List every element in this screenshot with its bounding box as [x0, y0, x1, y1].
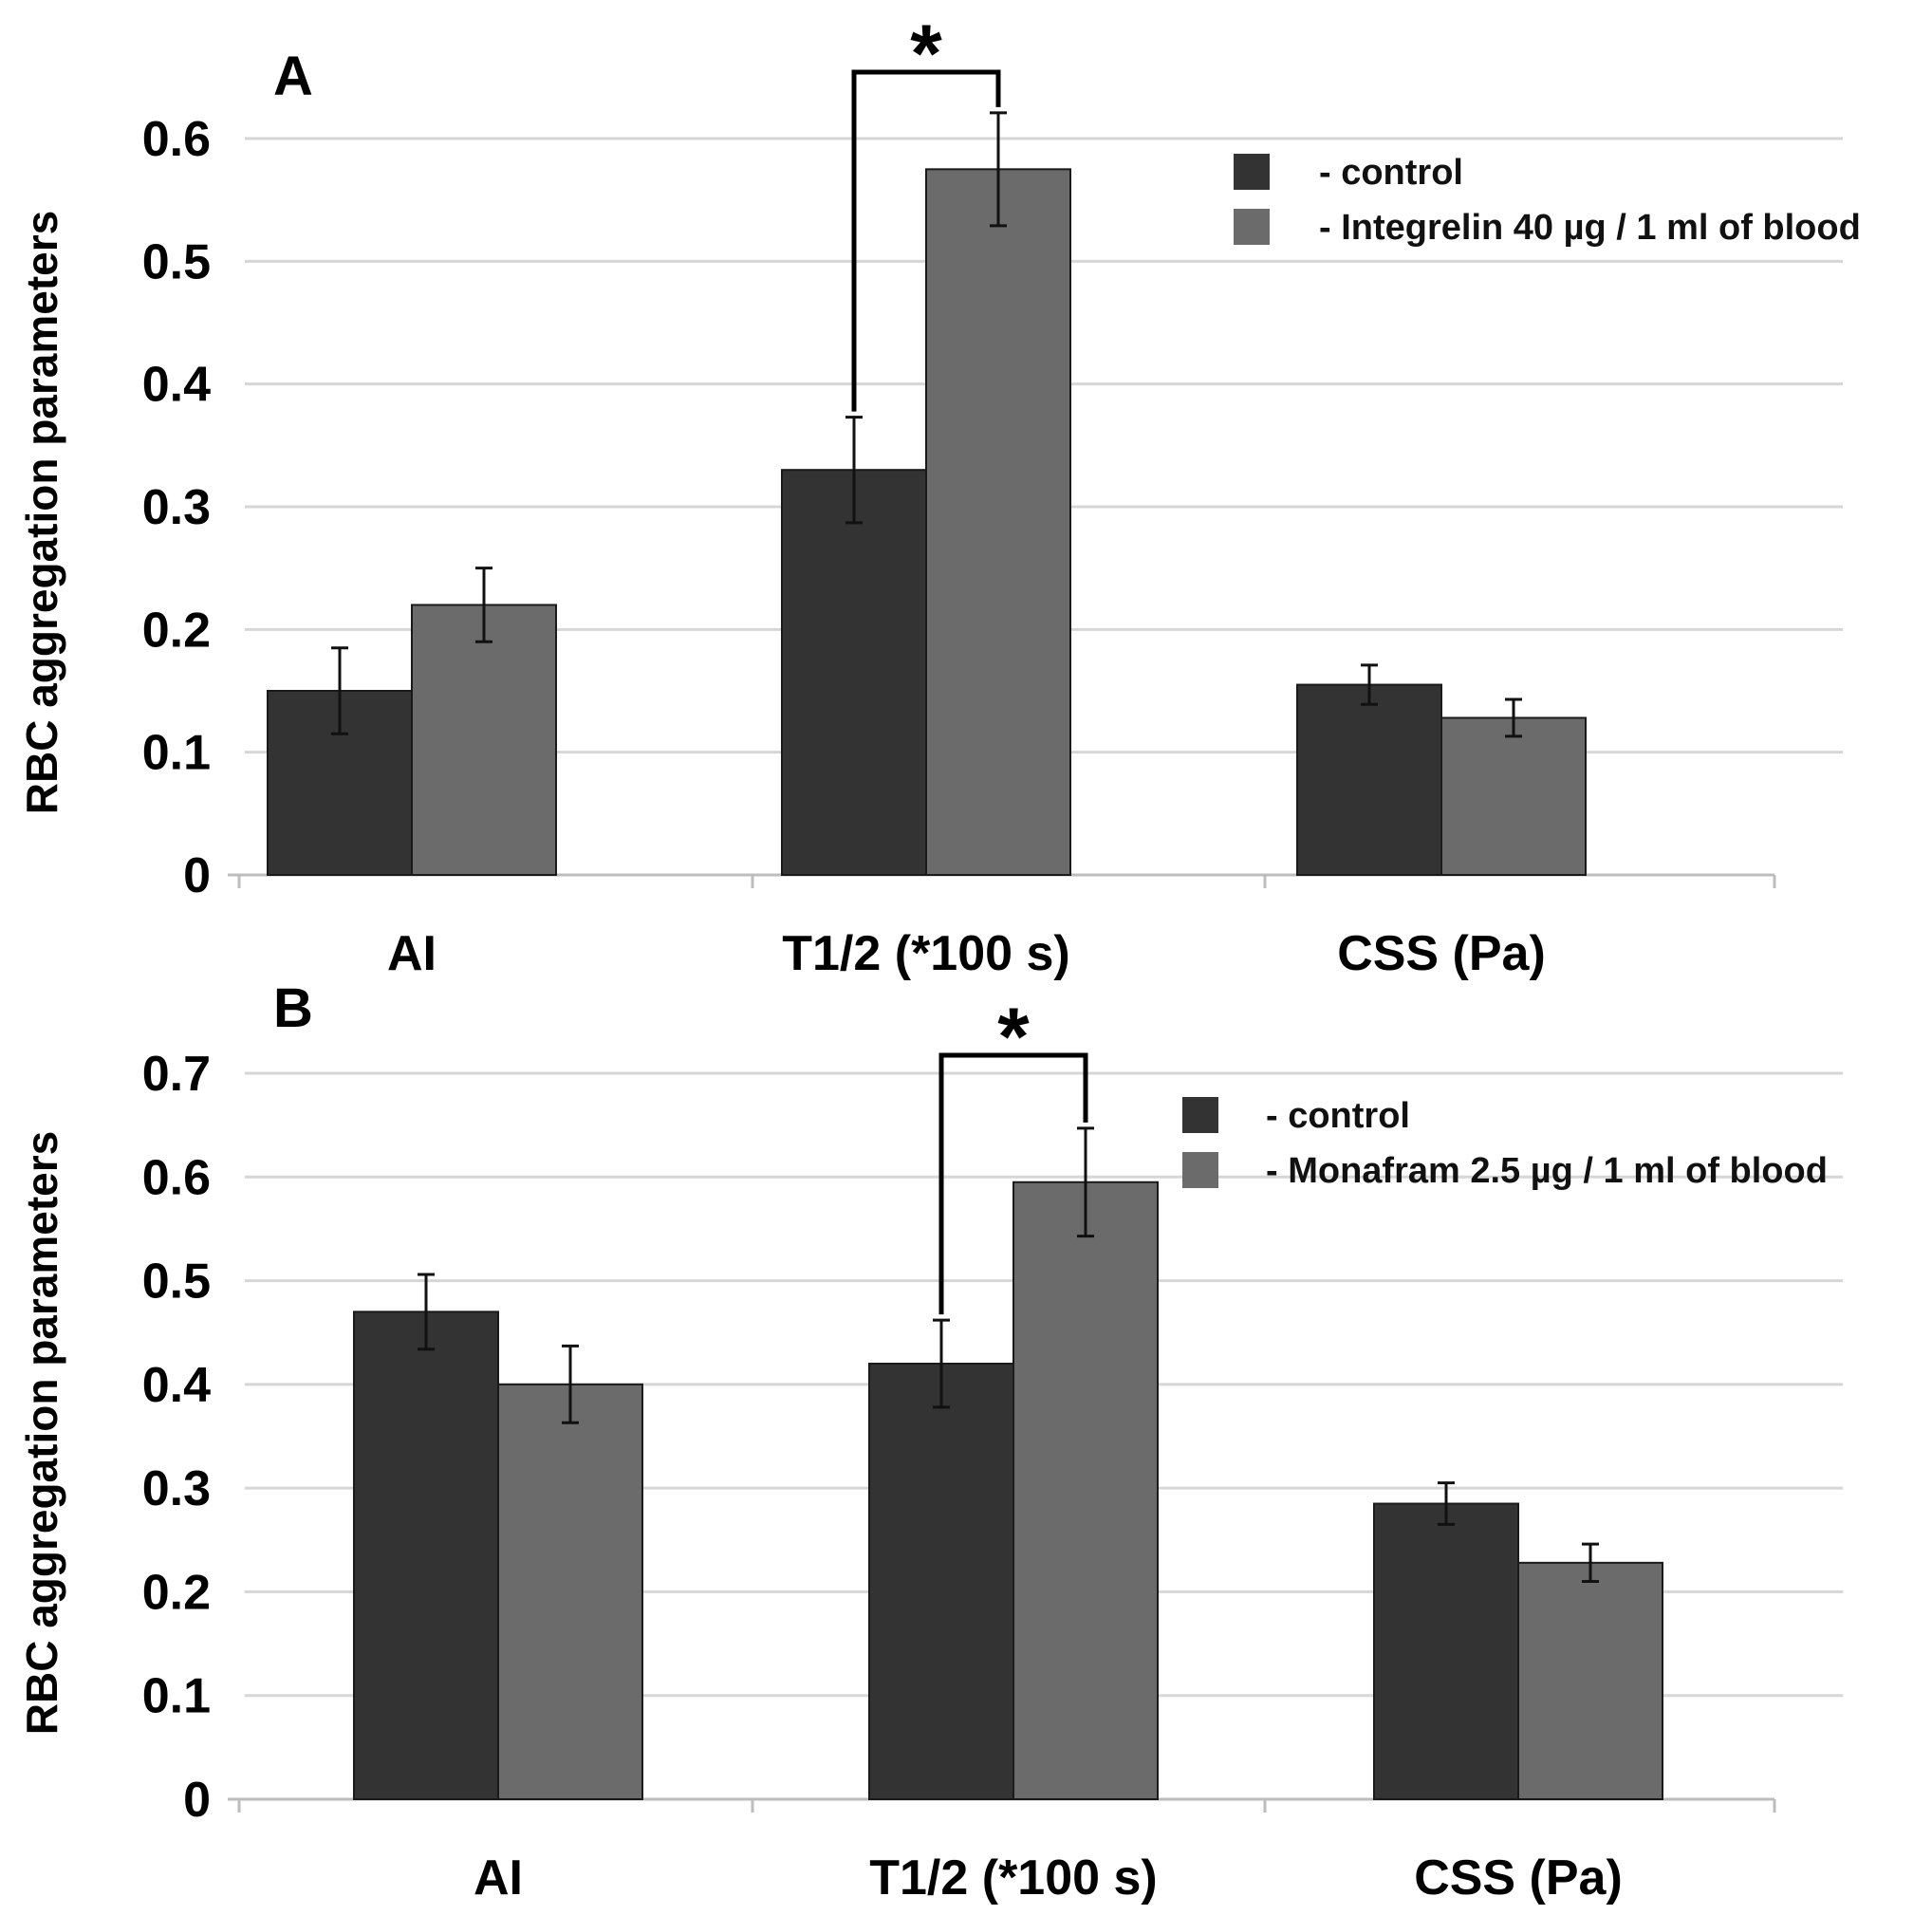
panel-a-bars: [267, 168, 1587, 877]
panel-b-category-labels: AI T1/2 (*100 s) CSS (Pa): [474, 1850, 1623, 1906]
panel-a-legend-label: - control: [1319, 153, 1463, 193]
panel-a-y-tick-label: 0.3: [142, 480, 211, 535]
panel-a-y-tick-label: 0.4: [142, 358, 211, 413]
panel-b-y-tick-label: 0: [183, 1773, 211, 1828]
panel-b-bar: [497, 1383, 643, 1801]
panel-b-category-label: T1/2 (*100 s): [869, 1850, 1158, 1906]
panel-a-bar: [1440, 716, 1587, 876]
panel-a-legend-swatch: [1234, 209, 1270, 245]
panel-a-significance: *: [851, 9, 1001, 412]
panel-b-y-tick-label: 0.4: [142, 1358, 211, 1413]
panel-a-legend-swatch: [1234, 154, 1270, 190]
panel-b-bars: [353, 1181, 1663, 1801]
panel-a-legend-label: - Integrelin 40 µg / 1 ml of blood: [1319, 208, 1861, 248]
panel-a-y-tick-label: 0: [183, 848, 211, 903]
panel-b-y-tick-label: 0.5: [142, 1255, 211, 1310]
panel-b-category-label: CSS (Pa): [1414, 1850, 1623, 1906]
panel-a-chart: A RBC aggregation parameters 00.10.20.30…: [17, 9, 1861, 981]
panel-b-significance: *: [938, 992, 1088, 1315]
panel-b-legend-swatch: [1182, 1152, 1218, 1188]
panel-a-category-label: T1/2 (*100 s): [782, 926, 1070, 981]
panel-a-bar: [411, 604, 557, 876]
panel-a-category-label: AI: [387, 926, 437, 981]
panel-a-legend: - control - Integrelin 40 µg / 1 ml of bl…: [1234, 153, 1861, 248]
panel-b-bar: [868, 1363, 1014, 1800]
panel-a-y-ticks: 0 0.1 0.2 0.3 0.4 0.5 0.6: [142, 112, 211, 903]
panel-a-error-bars: [331, 111, 1522, 738]
panel-b-y-tick-label: 0.7: [142, 1047, 211, 1102]
panel-b-category-label: AI: [474, 1850, 523, 1906]
panel-b-legend-label: - control: [1266, 1096, 1410, 1136]
panel-b-y-axis-title: RBC aggregation parameters: [17, 1131, 66, 1736]
panel-a-y-tick-label: 0.5: [142, 234, 211, 289]
panel-b-chart: B RBC aggregation parameters 00.10.20.30…: [17, 977, 1843, 1906]
panel-a-bar: [781, 469, 927, 876]
panel-a-bar: [1296, 683, 1442, 876]
panel-a-letter: A: [273, 46, 313, 107]
panel-b-y-tick-label: 0.2: [142, 1565, 211, 1620]
panel-b-legend-swatch: [1182, 1097, 1218, 1133]
panel-b-error-bars: [418, 1126, 1599, 1583]
panel-a-y-tick-label: 0.2: [142, 603, 211, 658]
panel-a-y-tick-label: 0.1: [142, 726, 211, 781]
panel-b-significance-bracket: [938, 1052, 1088, 1315]
panel-b-bar: [1012, 1181, 1159, 1800]
panel-a-bar: [925, 168, 1071, 877]
panel-a-significance-star: *: [910, 9, 942, 100]
panel-b-y-tick-label: 0.6: [142, 1150, 211, 1205]
panel-b-bar: [1373, 1502, 1519, 1801]
panel-b-y-tick-label: 0.3: [142, 1461, 211, 1516]
panel-b-legend-label: - Monafram 2.5 µg / 1 ml of blood: [1266, 1151, 1828, 1191]
panel-b-legend: - control - Monafram 2.5 µg / 1 ml of blo…: [1182, 1096, 1828, 1191]
panel-b-bar: [353, 1311, 499, 1801]
panel-a-y-axis-title: RBC aggregation parameters: [17, 211, 66, 815]
panel-b-letter: B: [273, 977, 313, 1039]
panel-a-significance-bracket: [851, 69, 1001, 412]
panel-b-y-tick-label: 0.1: [142, 1669, 211, 1724]
panel-a-y-tick-label: 0.6: [142, 112, 211, 167]
panel-a-category-labels: AI T1/2 (*100 s) CSS (Pa): [387, 926, 1546, 981]
panel-b-y-ticks: 0 0.1 0.2 0.3 0.4 0.5 0.6 0.7: [142, 1047, 211, 1828]
panel-b-bar: [1517, 1561, 1663, 1801]
panel-b-significance-star: *: [997, 992, 1030, 1083]
panel-a-category-label: CSS (Pa): [1337, 926, 1546, 981]
